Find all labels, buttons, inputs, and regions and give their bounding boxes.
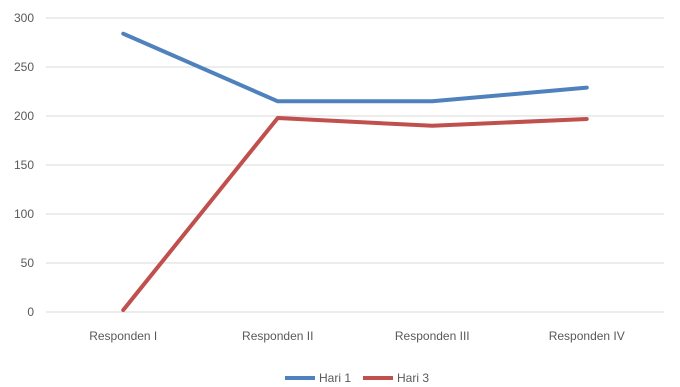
y-tick-label: 100 (14, 207, 34, 221)
y-tick-label: 250 (14, 60, 34, 74)
legend-label: Hari 1 (319, 371, 351, 385)
x-tick-label: Responden IV (549, 329, 625, 343)
y-tick-label: 300 (14, 11, 34, 25)
y-tick-label: 0 (27, 305, 34, 319)
legend: Hari 1 Hari 3 (285, 371, 429, 385)
x-tick-label: Responden II (242, 329, 313, 343)
series-lines (121, 31, 589, 313)
y-axis-ticks: 0 50 100 150 200 250 300 (14, 11, 34, 319)
y-tick-label: 150 (14, 158, 34, 172)
x-tick-label: Responden I (89, 329, 157, 343)
x-axis-ticks: Responden I Responden II Responden III Resp… (89, 329, 625, 343)
y-tick-label: 50 (21, 256, 35, 270)
series-line-2 (121, 115, 589, 313)
legend-label: Hari 3 (397, 371, 429, 385)
gridlines (46, 17, 664, 313)
series-line-1 (121, 31, 589, 104)
x-tick-label: Responden III (395, 329, 470, 343)
y-tick-label: 200 (14, 109, 34, 123)
